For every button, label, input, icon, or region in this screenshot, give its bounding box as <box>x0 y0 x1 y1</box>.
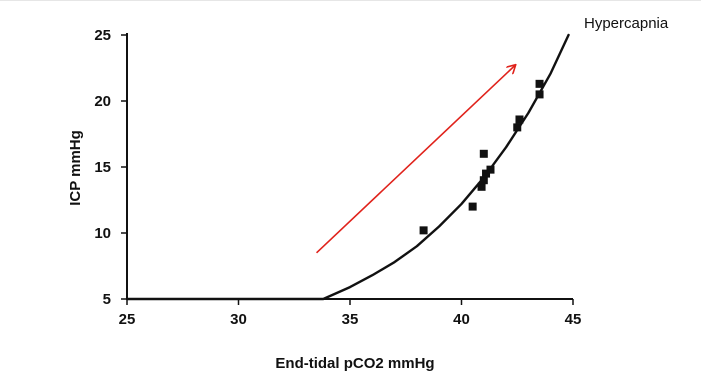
data-point <box>479 176 488 185</box>
y-tick-label: 10 <box>94 225 111 242</box>
data-point <box>535 79 544 88</box>
fitted-curve <box>125 33 570 301</box>
y-tick-label: 15 <box>94 159 111 176</box>
top-divider <box>0 0 701 1</box>
y-tick-label: 5 <box>103 291 111 308</box>
hypercapnia-annotation: Hypercapnia <box>584 15 669 32</box>
x-tick-label: 30 <box>230 311 247 328</box>
points-layer <box>419 79 544 235</box>
data-point <box>486 165 495 174</box>
y-tick-label: 20 <box>94 93 111 110</box>
data-point <box>482 169 491 178</box>
data-point <box>468 202 477 211</box>
x-tick-label: 35 <box>342 311 359 328</box>
data-point <box>477 182 486 191</box>
x-axis-title: End-tidal pCO2 mmHg <box>275 355 434 372</box>
data-point <box>513 123 522 132</box>
x-tick-label: 25 <box>119 311 136 328</box>
curve-layer <box>125 33 570 301</box>
arrow-layer <box>316 65 515 254</box>
data-point <box>515 115 524 124</box>
y-axis-ticks: 5 10 15 20 25 <box>94 27 127 308</box>
x-tick-label: 45 <box>565 311 582 328</box>
x-axis-ticks: 25 30 35 40 45 <box>119 299 582 328</box>
x-tick-label: 40 <box>453 311 470 328</box>
data-point <box>535 90 544 99</box>
data-point <box>419 226 428 235</box>
y-axis-title: ICP mmHg <box>67 130 84 206</box>
trend-arrow <box>316 65 515 254</box>
data-point <box>479 149 488 158</box>
y-tick-label: 25 <box>94 27 111 44</box>
